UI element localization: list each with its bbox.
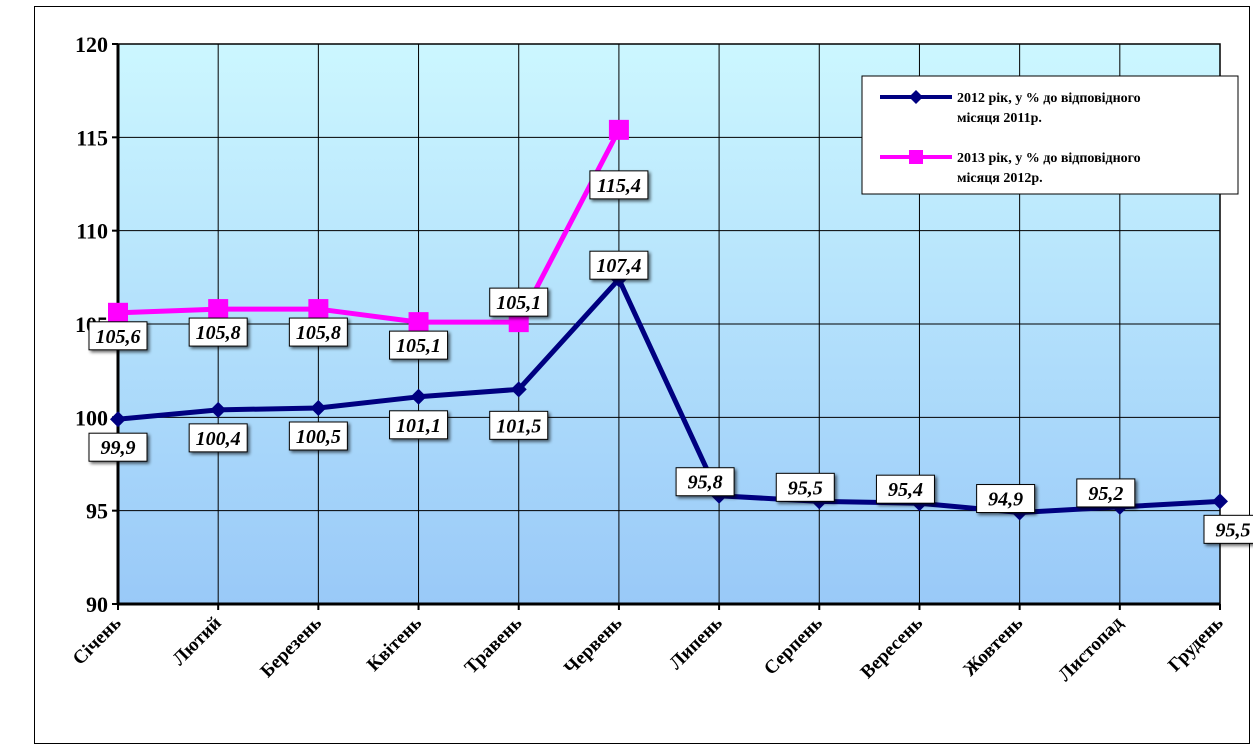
series-group — [108, 119, 1228, 521]
y-tick-label: 90 — [86, 592, 108, 617]
data-point-diamond — [510, 381, 527, 398]
data-label-value: 105,8 — [196, 322, 241, 344]
data-point-diamond — [1212, 493, 1228, 510]
data-label-box — [489, 287, 549, 317]
data-label: 105,1 — [389, 330, 449, 360]
data-label-value: 94,9 — [988, 489, 1023, 511]
data-point-square — [408, 312, 429, 333]
data-label: 105,6 — [88, 321, 148, 351]
data-point-square — [508, 312, 529, 333]
data-label-value: 100,4 — [196, 428, 241, 450]
data-label-value: 105,1 — [496, 292, 541, 314]
y-tick-label: 100 — [75, 405, 108, 430]
data-label-box — [389, 330, 449, 360]
data-label-box — [775, 472, 835, 502]
y-tick-label: 115 — [76, 125, 108, 150]
data-label-box — [1076, 478, 1136, 508]
legend-square-marker — [909, 150, 923, 164]
data-label-box — [589, 250, 649, 280]
data-point-diamond — [210, 401, 227, 418]
x-category-label: Липень — [665, 613, 726, 674]
y-tick-label: 95 — [86, 499, 108, 524]
data-point-square — [608, 119, 629, 140]
y-axis-tick-labels: 9095100105110115120 — [75, 32, 108, 617]
x-category-label: Листопад — [1054, 612, 1127, 685]
data-label: 100,5 — [288, 421, 348, 451]
x-category-label: Серпень — [760, 613, 827, 680]
data-label-value: 101,5 — [496, 415, 541, 437]
data-label-value: 105,6 — [96, 326, 141, 348]
legend-diamond-marker — [909, 90, 923, 104]
data-label-value: 101,1 — [396, 415, 441, 437]
x-category-label: Березень — [257, 613, 326, 682]
data-label-box — [88, 321, 148, 351]
x-category-label: Грудень — [1164, 613, 1227, 676]
legend-label-2012-line1: 2012 рік, у % до відповідного — [957, 91, 1141, 106]
data-label: 100,4 — [188, 423, 248, 453]
data-label-value: 105,1 — [396, 335, 441, 357]
data-label: 95,8 — [675, 467, 735, 497]
data-label: 105,8 — [288, 317, 348, 347]
data-label-value: 95,4 — [888, 479, 923, 501]
data-label-value: 99,9 — [101, 437, 136, 459]
data-label: 95,5 — [1203, 514, 1253, 544]
data-label-box — [489, 410, 549, 440]
data-label: 107,4 — [589, 250, 649, 280]
data-label: 101,5 — [489, 410, 549, 440]
data-label-value: 107,4 — [596, 255, 641, 277]
data-label: 105,1 — [489, 287, 549, 317]
data-point-diamond — [310, 400, 327, 416]
data-label-value: 95,8 — [688, 472, 723, 494]
x-category-label: Червень — [560, 613, 626, 679]
series-line — [117, 276, 1221, 516]
x-category-label: Січень — [69, 613, 126, 670]
data-label: 115,4 — [589, 170, 649, 200]
data-label-value: 95,5 — [788, 477, 823, 499]
data-point-square — [108, 302, 128, 323]
x-category-label: Жовтень — [959, 613, 1027, 681]
data-label-value: 105,8 — [296, 322, 341, 344]
x-category-label: Лютий — [169, 613, 226, 670]
data-label-box — [288, 421, 348, 451]
x-axis-category-labels: Січень Лютий Березень Квітень Травень Червень… — [69, 612, 1228, 685]
data-label-box — [976, 484, 1036, 514]
data-label: 105,8 — [188, 317, 248, 347]
legend-entry-2013: 2013 рік, у % до відповідного місяця 201… — [880, 150, 1141, 186]
x-category-label: Травень — [461, 613, 527, 679]
data-label-value: 95,2 — [1088, 483, 1123, 505]
legend: 2012 рік, у % до відповідного місяця 201… — [861, 75, 1239, 195]
data-label: 95,5 — [775, 472, 835, 502]
legend-label-2013-line2: місяця 2012р. — [957, 171, 1043, 186]
legend-label-2012-line2: місяця 2011р. — [957, 111, 1042, 126]
data-label-box — [288, 317, 348, 347]
data-label-box — [389, 410, 449, 440]
data-label-box — [589, 170, 649, 200]
data-label-box — [875, 474, 935, 504]
data-label: 101,1 — [389, 410, 449, 440]
y-tick-label: 120 — [75, 32, 108, 57]
x-category-label: Вересень — [857, 613, 927, 683]
data-labels: 99,9 100,4 100,5 101,1 101,5 107,4 95,8 95,5 95,… — [88, 170, 1253, 544]
data-label-box — [675, 467, 735, 497]
data-point-diamond — [110, 411, 126, 428]
data-label-box — [88, 432, 148, 462]
legend-label-2013-line1: 2013 рік, у % до відповідного — [957, 151, 1141, 166]
data-point-diamond — [410, 388, 427, 405]
data-label-value: 100,5 — [296, 426, 341, 448]
data-label: 99,9 — [88, 432, 148, 462]
data-point-square — [208, 299, 229, 320]
data-point-square — [308, 299, 329, 320]
y-tick-label: 110 — [76, 219, 108, 244]
data-label: 95,4 — [875, 474, 935, 504]
x-category-label: Квітень — [363, 613, 426, 676]
data-label: 95,2 — [1076, 478, 1136, 508]
data-label-value: 115,4 — [597, 175, 641, 197]
data-label-box — [188, 423, 248, 453]
data-label-box — [188, 317, 248, 347]
data-label-box — [1203, 514, 1253, 544]
legend-entry-2012: 2012 рік, у % до відповідного місяця 201… — [880, 90, 1141, 126]
data-label: 94,9 — [976, 484, 1036, 514]
data-label-value: 95,5 — [1216, 519, 1251, 541]
